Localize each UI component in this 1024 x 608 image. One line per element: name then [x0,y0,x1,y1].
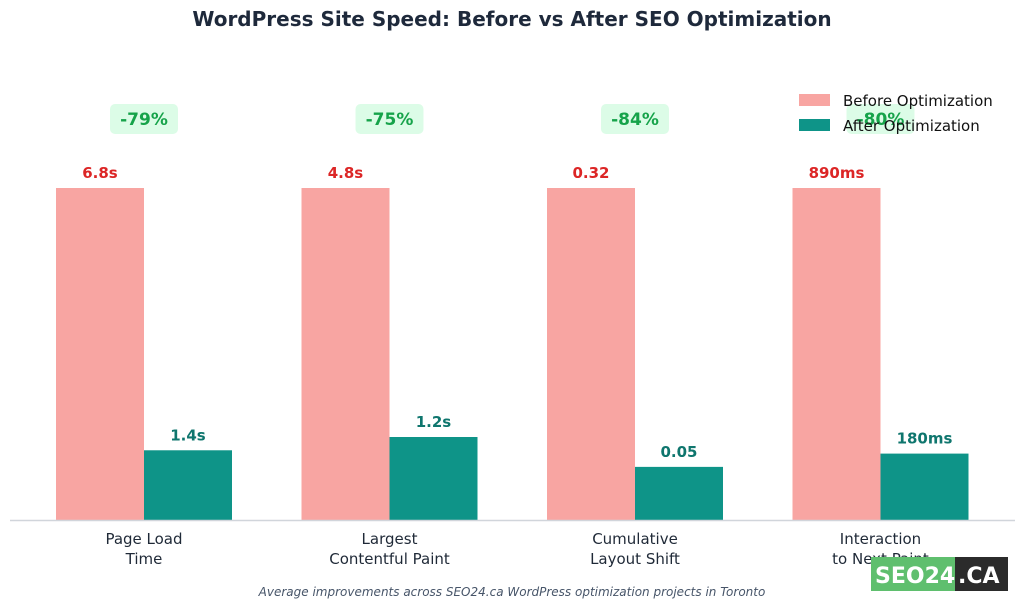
improvement-badge-1 [355,104,424,134]
bar-after-0 [144,450,232,520]
bar-before-1 [301,188,390,520]
logo-text-left: SEO24 [875,564,955,589]
bars-layer: 6.8s 1.4s -79% Page Load Time 4.8s 1.2s -75% Lar… [56,104,969,568]
improvement-label-3: -80% [857,110,905,130]
logo-text-right: .CA [958,564,1000,589]
logo-dark-block [955,557,1008,591]
bar-after-2 [635,466,723,520]
value-label-before-1: 4.8s [328,164,364,182]
improvement-label-1: -75% [366,110,414,130]
chart-caption: Average improvements across SEO24.ca Wor… [258,585,766,599]
chart-title: WordPress Site Speed: Before vs After SE… [192,7,831,31]
bar-after-3 [880,453,969,520]
improvement-badge-0 [110,104,178,134]
value-label-after-2: 0.05 [660,443,697,461]
improvement-badge-3 [846,104,915,134]
legend-label-0: Before Optimization [843,92,993,110]
category-label-1-line-1: Contentful Paint [329,550,450,568]
value-label-after-3: 180ms [897,430,953,448]
legend-swatch-0 [799,94,830,106]
value-label-before-3: 890ms [809,164,865,182]
category-label-1-line-0: Largest [362,530,418,548]
legend-label-1: After Optimization [843,117,980,135]
bar-before-0 [56,188,144,520]
category-label-2-line-1: Layout Shift [590,550,680,568]
value-label-after-1: 1.2s [416,413,452,431]
bar-before-3 [792,188,881,520]
legend: Before Optimization After Optimization [799,92,993,135]
category-label-3-line-0: Interaction [840,530,921,548]
brand-logo: SEO24 .CA [871,557,1008,591]
value-label-before-0: 6.8s [82,164,118,182]
value-label-after-0: 1.4s [170,426,206,444]
improvement-label-0: -79% [120,110,168,130]
category-label-2-line-0: Cumulative [592,530,678,548]
category-label-0-line-1: Time [125,550,163,568]
bar-after-1 [389,437,478,520]
improvement-badge-2 [601,104,669,134]
value-label-before-2: 0.32 [572,164,609,182]
improvement-label-2: -84% [611,110,659,130]
category-label-0-line-0: Page Load [105,530,182,548]
bar-before-2 [547,188,635,520]
legend-swatch-1 [799,119,830,131]
